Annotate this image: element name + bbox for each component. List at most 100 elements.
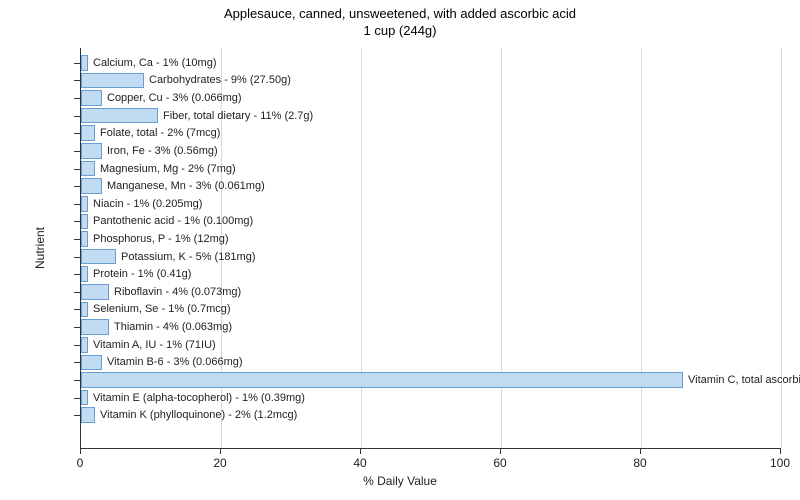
bar: [81, 108, 158, 124]
bar-row: Pantothenic acid - 1% (0.100mg): [81, 213, 781, 231]
y-tick: [74, 80, 80, 81]
x-tick-label: 20: [213, 456, 226, 470]
y-tick: [74, 345, 80, 346]
bar: [81, 319, 109, 335]
x-tick: [500, 448, 501, 454]
x-tick: [360, 448, 361, 454]
bar-row: Vitamin K (phylloquinone) - 2% (1.2mcg): [81, 406, 781, 424]
bar: [81, 355, 102, 371]
y-tick: [74, 327, 80, 328]
bar: [81, 302, 88, 318]
x-axis-label: % Daily Value: [0, 474, 800, 488]
bar-label: Iron, Fe - 3% (0.56mg): [107, 145, 218, 157]
x-tick: [780, 448, 781, 454]
bar-label: Protein - 1% (0.41g): [93, 268, 191, 280]
y-tick: [74, 116, 80, 117]
bar-row: Fiber, total dietary - 11% (2.7g): [81, 107, 781, 125]
x-tick: [220, 448, 221, 454]
x-tick-label: 100: [770, 456, 790, 470]
bar: [81, 407, 95, 423]
bar-row: Magnesium, Mg - 2% (7mg): [81, 160, 781, 178]
bar: [81, 125, 95, 141]
bar-row: Carbohydrates - 9% (27.50g): [81, 72, 781, 90]
bar-label: Calcium, Ca - 1% (10mg): [93, 57, 216, 69]
bar-row: Protein - 1% (0.41g): [81, 265, 781, 283]
y-tick: [74, 169, 80, 170]
bar-label: Phosphorus, P - 1% (12mg): [93, 233, 229, 245]
chart-title-line1: Applesauce, canned, unsweetened, with ad…: [0, 6, 800, 23]
y-tick: [74, 309, 80, 310]
bar-row: Phosphorus, P - 1% (12mg): [81, 230, 781, 248]
bar-row: Thiamin - 4% (0.063mg): [81, 318, 781, 336]
y-tick: [74, 380, 80, 381]
bar-label: Selenium, Se - 1% (0.7mcg): [93, 303, 231, 315]
x-tick-label: 40: [353, 456, 366, 470]
bar: [81, 161, 95, 177]
y-axis-label: Nutrient: [33, 227, 47, 269]
bar-label: Vitamin E (alpha-tocopherol) - 1% (0.39m…: [93, 392, 305, 404]
gridline: [781, 48, 782, 448]
bar: [81, 143, 102, 159]
bar-row: Vitamin B-6 - 3% (0.066mg): [81, 354, 781, 372]
bar: [81, 178, 102, 194]
bar-label: Folate, total - 2% (7mcg): [100, 127, 220, 139]
y-tick: [74, 151, 80, 152]
bar-row: Vitamin A, IU - 1% (71IU): [81, 336, 781, 354]
bar-label: Magnesium, Mg - 2% (7mg): [100, 163, 236, 175]
y-tick: [74, 274, 80, 275]
bar-label: Pantothenic acid - 1% (0.100mg): [93, 215, 253, 227]
chart-title: Applesauce, canned, unsweetened, with ad…: [0, 6, 800, 40]
bar-label: Carbohydrates - 9% (27.50g): [149, 74, 291, 86]
bar-row: Vitamin C, total ascorbic acid - 86% (51…: [81, 371, 781, 389]
bar-label: Riboflavin - 4% (0.073mg): [114, 286, 241, 298]
y-tick: [74, 204, 80, 205]
bar: [81, 284, 109, 300]
bar-label: Manganese, Mn - 3% (0.061mg): [107, 180, 265, 192]
bar-label: Vitamin C, total ascorbic acid - 86% (51…: [688, 374, 800, 386]
bar-row: Copper, Cu - 3% (0.066mg): [81, 89, 781, 107]
bar: [81, 249, 116, 265]
bar: [81, 231, 88, 247]
bar-label: Vitamin B-6 - 3% (0.066mg): [107, 356, 243, 368]
bar: [81, 390, 88, 406]
bar-row: Selenium, Se - 1% (0.7mcg): [81, 301, 781, 319]
bar-label: Vitamin K (phylloquinone) - 2% (1.2mcg): [100, 409, 297, 421]
x-tick-label: 0: [77, 456, 84, 470]
bar-row: Manganese, Mn - 3% (0.061mg): [81, 177, 781, 195]
y-tick: [74, 362, 80, 363]
y-tick: [74, 398, 80, 399]
nutrient-chart: Applesauce, canned, unsweetened, with ad…: [0, 0, 800, 500]
bar-label: Fiber, total dietary - 11% (2.7g): [163, 110, 313, 122]
bar: [81, 73, 144, 89]
x-tick: [80, 448, 81, 454]
bar: [81, 90, 102, 106]
y-tick: [74, 415, 80, 416]
bar-row: Folate, total - 2% (7mcg): [81, 124, 781, 142]
bar: [81, 214, 88, 230]
bar: [81, 196, 88, 212]
bar: [81, 337, 88, 353]
bar: [81, 266, 88, 282]
bar-label: Thiamin - 4% (0.063mg): [114, 321, 232, 333]
bar-row: Calcium, Ca - 1% (10mg): [81, 54, 781, 72]
y-tick: [74, 221, 80, 222]
y-tick: [74, 257, 80, 258]
y-tick: [74, 292, 80, 293]
x-tick-label: 60: [493, 456, 506, 470]
bar-row: Vitamin E (alpha-tocopherol) - 1% (0.39m…: [81, 389, 781, 407]
bar-row: Iron, Fe - 3% (0.56mg): [81, 142, 781, 160]
bar-label: Copper, Cu - 3% (0.066mg): [107, 92, 242, 104]
bar-label: Potassium, K - 5% (181mg): [121, 251, 256, 263]
plot-area: Calcium, Ca - 1% (10mg) Carbohydrates - 9…: [80, 48, 781, 449]
y-tick: [74, 133, 80, 134]
bar: [81, 372, 683, 388]
x-tick-label: 80: [633, 456, 646, 470]
y-tick: [74, 186, 80, 187]
bar-row: Riboflavin - 4% (0.073mg): [81, 283, 781, 301]
bar-row: Niacin - 1% (0.205mg): [81, 195, 781, 213]
chart-title-line2: 1 cup (244g): [0, 23, 800, 40]
bar: [81, 55, 88, 71]
y-tick: [74, 98, 80, 99]
x-tick: [640, 448, 641, 454]
bar-label: Niacin - 1% (0.205mg): [93, 198, 202, 210]
